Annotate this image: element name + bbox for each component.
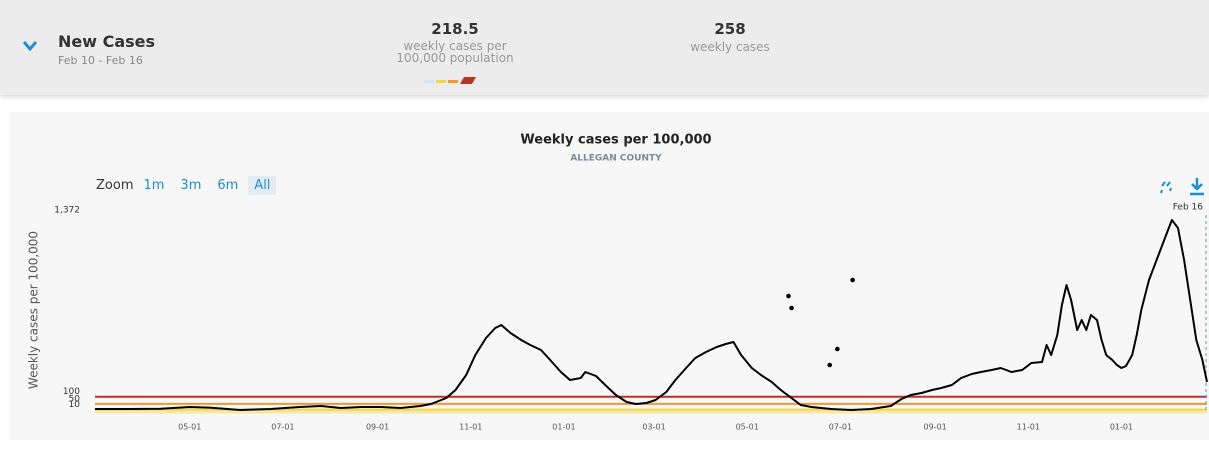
y-tick-label: 50	[69, 394, 81, 404]
chart-title: Weekly cases per 100,000	[520, 133, 711, 148]
y-tick-label: 1,372	[54, 206, 80, 216]
x-tick-label: 01-01	[1110, 423, 1133, 432]
outlier-point	[789, 305, 794, 311]
collapse-chevron[interactable]	[22, 40, 38, 52]
zoom-button[interactable]: 3m	[180, 178, 202, 193]
color-scale	[424, 77, 476, 84]
stat-label: weekly cases per 100,000 population	[396, 39, 514, 65]
zoom-button[interactable]: 6m	[217, 178, 239, 193]
zoom-button[interactable]: All	[248, 176, 277, 195]
x-tick-label: 05-01	[178, 423, 201, 432]
stat-value: 218.5	[431, 20, 479, 38]
y-tick-label: 100	[63, 387, 80, 397]
outlier-point	[835, 346, 840, 352]
zoom-label: Zoom	[96, 178, 134, 193]
x-tick-label: 05-01	[736, 423, 759, 432]
header: New Cases Feb 10 - Feb 16 218.5 weekly c…	[0, 0, 1209, 95]
y-axis-title: Weekly cases per 100,000	[27, 231, 41, 389]
x-tick-label: 09-01	[366, 423, 389, 432]
stat-value: 258	[714, 20, 746, 38]
zoom-bar: Zoom 1m 3m 6m All	[96, 176, 277, 195]
x-tick-label: 07-01	[829, 423, 852, 432]
outlier-point	[850, 277, 855, 283]
outlier-point	[827, 362, 833, 368]
header-title: New Cases	[58, 32, 156, 51]
zoom-button[interactable]: 1m	[143, 178, 165, 193]
x-tick-label: 01-01	[552, 423, 575, 432]
x-tick-label: 03-01	[642, 423, 665, 432]
x-tick-label: 11-01	[459, 423, 482, 432]
series-line	[95, 219, 1208, 411]
x-tick-label: 07-01	[271, 423, 294, 432]
y-tick-label: 10	[69, 400, 81, 410]
chart-panel	[10, 112, 1209, 440]
stat-label: weekly cases	[690, 40, 770, 54]
download-icon[interactable]	[1190, 178, 1204, 196]
x-tick-label: 11-01	[1017, 423, 1040, 432]
header-subtitle: Feb 10 - Feb 16	[58, 54, 143, 67]
outlier-point	[786, 293, 791, 299]
date-marker-label: Feb 16	[1173, 203, 1204, 213]
x-tick-label: 09-01	[923, 423, 946, 432]
fullscreen-icon[interactable]	[1160, 181, 1172, 194]
chart-subtitle: ALLEGAN COUNTY	[570, 154, 662, 164]
